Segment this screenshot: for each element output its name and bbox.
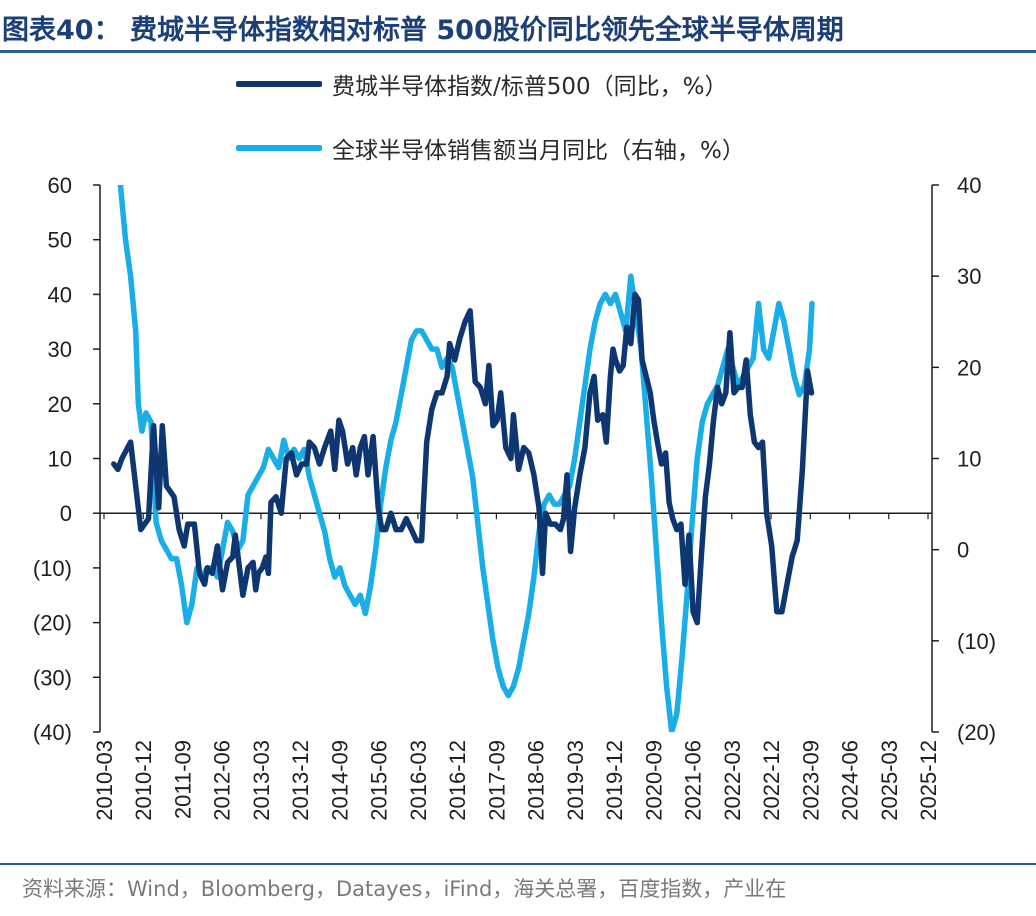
right-tick-label: 30 [957, 264, 981, 289]
footer-rule [0, 863, 1036, 865]
right-tick-label: 0 [957, 538, 969, 563]
left-tick-label: (20) [33, 611, 72, 636]
right-tick-label: (10) [957, 629, 996, 654]
legend-item-series-2: 全球半导体销售额当月同比（右轴，%） [236, 128, 745, 168]
right-tick-label: (20) [957, 720, 996, 745]
left-tick-label: 0 [60, 501, 72, 526]
left-tick-label: (30) [33, 665, 72, 690]
chart-title: 图表40： 费城半导体指数相对标普 500股价同比领先全球半导体周期 [2, 15, 844, 46]
x-tick-label: 2025-12 [916, 740, 941, 821]
x-tick-label: 2012-06 [210, 740, 235, 821]
legend-label-series-1: 费城半导体指数/标普500（同比，%） [332, 74, 728, 100]
right-tick-label: 40 [957, 173, 981, 198]
legend: 费城半导体指数/标普500（同比，%） 全球半导体销售额当月同比（右轴，%） [236, 64, 996, 174]
x-tick-label: 2018-06 [524, 740, 549, 821]
x-tick-label: 2022-12 [759, 740, 784, 821]
x-tick-label: 2016-12 [445, 740, 470, 821]
left-tick-label: 40 [48, 282, 72, 307]
x-tick-label: 2013-12 [288, 740, 313, 821]
chart-plot: 60 50 40 30 20 10 0 (10) (20) (30) (40) 40 30 20 10 0 (1… [33, 173, 996, 821]
title-bar: 图表40： 费城半导体指数相对标普 500股价同比领先全球半导体周期 [0, 0, 1036, 53]
left-tick-label: 50 [48, 228, 72, 253]
series-line-global-semi-sales [117, 185, 815, 732]
x-tick-label: 2019-12 [602, 740, 627, 821]
x-tick-label: 2010-12 [131, 740, 156, 821]
right-tick-label: 10 [957, 447, 981, 472]
x-tick-label: 2022-03 [720, 740, 745, 821]
series-line-sox-vs-spx [111, 291, 815, 626]
x-tick-label: 2017-09 [484, 740, 509, 821]
x-tick-label: 2023-09 [798, 740, 823, 821]
x-tick-label: 2019-03 [563, 740, 588, 821]
x-tick-label: 2024-06 [838, 740, 863, 821]
x-tick-label: 2016-03 [406, 740, 431, 821]
left-tick-label: 20 [48, 392, 72, 417]
x-tick-label: 2020-09 [641, 740, 666, 821]
x-tick-label: 2011-09 [170, 740, 195, 819]
title-rule [0, 50, 1036, 53]
left-tick-label: 30 [48, 337, 72, 362]
left-tick-label: (10) [33, 556, 72, 581]
x-tick-label: 2010-03 [92, 740, 117, 821]
x-tick-label: 2015-06 [367, 740, 392, 821]
legend-label-series-2: 全球半导体销售额当月同比（右轴，%） [332, 138, 745, 164]
right-tick-label: 20 [957, 355, 981, 380]
left-tick-label: 60 [48, 173, 72, 198]
legend-item-series-1: 费城半导体指数/标普500（同比，%） [236, 64, 728, 104]
left-tick-label: 10 [48, 447, 72, 472]
x-tick-label: 2021-06 [681, 740, 706, 821]
x-tick-label: 2013-03 [249, 740, 274, 821]
source-note: 资料来源：Wind，Bloomberg，Datayes，iFind，海关总署，百… [22, 877, 787, 901]
legend-swatch-series-2 [236, 145, 322, 151]
x-tick-label: 2014-09 [327, 740, 352, 821]
legend-swatch-series-1 [236, 81, 322, 87]
x-tick-label: 2025-03 [877, 740, 902, 821]
left-tick-label: (40) [33, 720, 72, 745]
